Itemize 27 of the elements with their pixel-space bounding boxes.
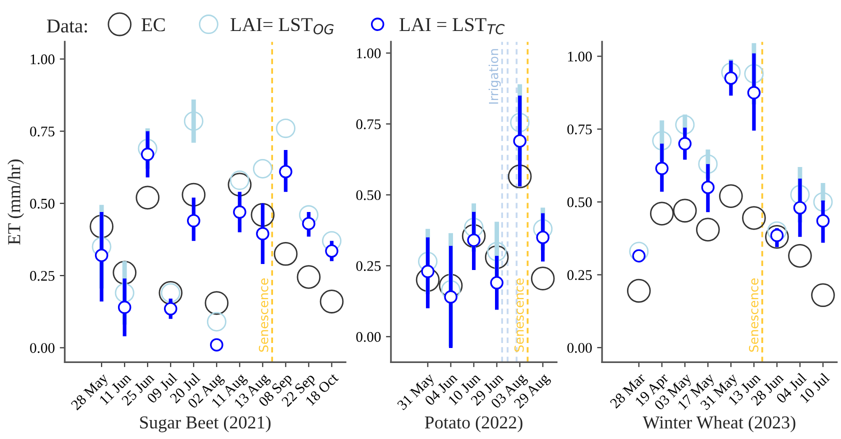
- y-tick-label: 1.00: [568, 52, 592, 62]
- y-tick-label: 0.00: [356, 332, 381, 342]
- legend-label: LAI= LST$_{OG}$: [230, 18, 334, 34]
- y-tick-label: 0.50: [567, 197, 592, 208]
- y-tick-label: 1.00: [30, 54, 54, 64]
- x-axis-title: Winter Wheat (2023): [642, 416, 796, 432]
- y-tick-label: 0.75: [30, 126, 54, 136]
- y-tick-label: 0.25: [30, 270, 54, 281]
- y-tick-label: 0.75: [356, 119, 381, 130]
- y-tick-label: 0.25: [567, 270, 592, 280]
- legend-label: LAI = LST$_{TC}$: [400, 18, 505, 34]
- y-tick-label: 0.50: [356, 190, 381, 200]
- x-axis-title: Potato (2022): [424, 416, 522, 432]
- annotation: Irrigation: [488, 49, 501, 104]
- y-tick-label: 0.75: [567, 124, 592, 134]
- legend-label: EC: [142, 18, 165, 32]
- x-axis-title: Sugar Beet (2021): [140, 416, 271, 432]
- legend-title: Data:: [46, 20, 87, 33]
- y-tick-label: 0.50: [30, 198, 54, 209]
- y-tick-label: 0.25: [356, 261, 381, 272]
- annotation: Senescence: [748, 278, 758, 352]
- y-axis-title: ET (mm/hr): [8, 160, 24, 245]
- y-tick-label: 0.00: [567, 342, 592, 353]
- y-tick-label: 0.00: [30, 343, 54, 354]
- y-tick-label: 1.00: [356, 48, 381, 58]
- annotation: Senescence: [258, 278, 268, 352]
- annotation: Senescence: [514, 278, 524, 352]
